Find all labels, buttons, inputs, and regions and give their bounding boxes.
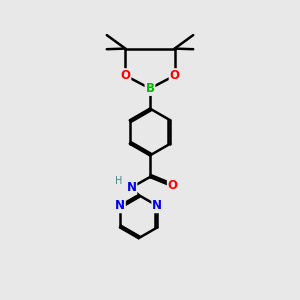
Text: N: N — [152, 199, 162, 212]
Text: O: O — [120, 69, 130, 82]
Text: B: B — [146, 82, 154, 95]
Text: O: O — [169, 69, 180, 82]
Text: H: H — [115, 176, 122, 186]
Text: N: N — [126, 181, 136, 194]
Text: N: N — [115, 199, 125, 212]
Text: O: O — [168, 179, 178, 192]
